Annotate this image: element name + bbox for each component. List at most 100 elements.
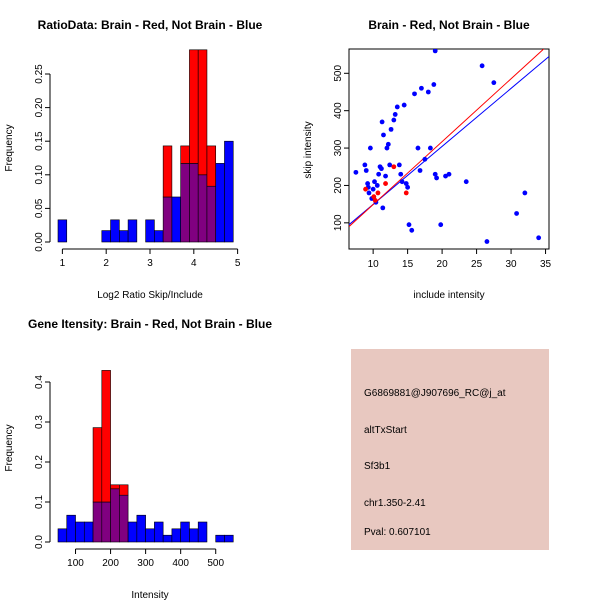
notbrain-point [438,222,444,228]
notbrain-point [417,168,423,173]
scatter-title: Brain - Red, Not Brain - Blue [368,18,530,32]
gene-notbrain-bar [215,534,225,543]
gene-overlap-bar [92,501,103,543]
brain-point [363,186,368,192]
notbrain-point [362,162,368,168]
location-text: chr1.350-2.41 [364,498,426,509]
notbrain-point [401,102,407,108]
ratio-overlap-bar [162,196,173,243]
ratio-overlap-bar [206,185,217,243]
notbrain-point [536,235,542,241]
scatter-y-tick-label: 300 [333,139,344,156]
notbrain-point [405,184,411,190]
ratio-x-tick-label: 2 [103,258,109,269]
probe-id-text: G6869881@J907696_RC@j_at [364,388,506,399]
ratio-notbrain-bar [145,219,155,243]
brain-point [372,198,378,203]
gene-y-tick-label: 0.2 [34,455,45,469]
ratio-y-tick-label: 0.15 [34,131,45,151]
brain-point [391,164,397,170]
gene-notbrain-bar [75,521,85,543]
gene-overlap-bar [101,501,111,543]
notbrain-point [383,173,388,179]
scatter-x-tick-label: 20 [437,259,449,270]
event-type-text: altTxStart [364,425,407,436]
ratio-brain-bar [197,49,208,176]
gene-notbrain-bar [224,534,234,543]
ratio-y-tick-label: 0.20 [34,97,45,117]
notbrain-point [479,63,485,69]
notbrain-point [394,104,400,110]
gene-notbrain-bar [180,521,190,543]
notbrain-point [415,145,421,151]
gene-notbrain-bar [171,528,181,543]
gene-histogram-ylabel: Frequency [4,424,15,471]
gene-y-tick-label: 0.3 [34,415,45,429]
ratio-y-tick-label: 0.05 [34,198,45,218]
ratio-notbrain-bar [171,196,181,243]
gene-brain-bar [101,370,111,503]
info-box: G6869881@J907696_RC@j_at altTxStart Sf3b… [351,349,549,550]
notbrain-point [403,181,409,186]
scatter-y-tick-label: 500 [333,65,344,82]
notbrain-point [432,171,438,177]
ratio-brain-bar [162,145,173,198]
scatter-y-tick-label: 200 [333,177,344,194]
notbrain-point [384,145,390,151]
ratio-notbrain-bar [101,230,111,243]
notbrain-point [380,205,386,211]
notbrain-point [412,91,417,97]
notbrain-point [446,171,452,177]
notbrain-point [376,171,382,177]
scatter-x-tick-label: 25 [471,259,483,270]
notbrain-point [399,179,405,185]
notbrain-point [379,166,384,172]
notbrain-point [367,145,373,151]
gene-x-tick-label: 200 [102,558,119,569]
notbrain-point [392,112,398,117]
gene-y-tick-label: 0.1 [34,495,45,509]
ratio-overlap-bar [180,163,190,243]
gene-intensity-histogram-panel: Gene Itensity: Brain - Red, Not Brain - … [4,317,272,600]
notbrain-point [432,49,438,54]
notbrain-point [425,89,431,95]
gene-notbrain-bar [145,528,155,543]
gene-notbrain-bar [162,534,173,543]
notbrain-point [434,175,439,181]
ratio-notbrain-bar [119,230,129,243]
ratio-x-tick-label: 1 [60,258,66,269]
gene-x-tick-label: 300 [137,558,154,569]
scatter-xlabel: include intensity [413,290,484,301]
gene-brain-bar [119,484,129,496]
notbrain-point [391,117,397,123]
gene-brain-bar [92,427,103,503]
ratio-x-tick-label: 5 [235,258,241,269]
info-box-background [351,349,549,550]
notbrain-point [463,179,469,185]
notbrain-point [431,82,437,87]
gene-histogram-xlabel: Intensity [131,590,168,600]
ratio-histogram-title: RatioData: Brain - Red, Not Brain - Blue [38,18,263,32]
gene-notbrain-bar [189,528,199,543]
ratio-notbrain-bar [57,219,68,243]
gene-overlap-bar [119,494,129,543]
ratio-overlap-bar [189,163,199,243]
notbrain-point [363,168,369,173]
gene-x-tick-label: 500 [207,558,224,569]
gene-notbrain-bar [136,514,146,543]
brain-fit-line [349,49,545,227]
notbrain-point [398,171,404,177]
ratio-brain-bar [180,145,190,164]
ratio-y-tick-label: 0.00 [34,232,45,252]
notbrain-point [370,186,376,192]
notbrain-point [381,132,386,138]
ratio-x-tick-label: 3 [147,258,153,269]
brain-point [371,194,377,200]
notbrain-point [484,239,490,244]
scatter-ylabel: skip intensity [303,121,314,178]
gene-notbrain-bar [83,521,94,543]
ratio-overlap-bar [197,174,208,243]
scatter-plot-box [348,48,550,250]
notbrain-point [379,119,385,125]
